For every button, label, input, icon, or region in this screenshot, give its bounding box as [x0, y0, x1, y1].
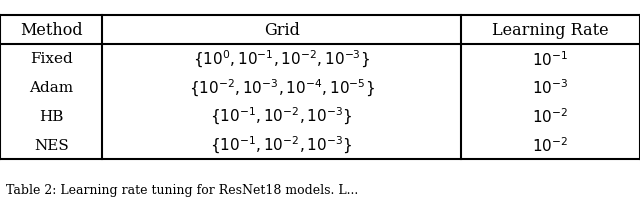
- Text: $\{10^{-1}, 10^{-2}, 10^{-3}\}$: $\{10^{-1}, 10^{-2}, 10^{-3}\}$: [211, 106, 353, 127]
- Text: Adam: Adam: [29, 81, 73, 95]
- Text: $\{10^{0}, 10^{-1}, 10^{-2}, 10^{-3}\}$: $\{10^{0}, 10^{-1}, 10^{-2}, 10^{-3}\}$: [193, 49, 370, 70]
- Text: $\{10^{-1}, 10^{-2}, 10^{-3}\}$: $\{10^{-1}, 10^{-2}, 10^{-3}\}$: [211, 134, 353, 155]
- Text: $10^{-3}$: $10^{-3}$: [532, 78, 568, 97]
- Text: Learning Rate: Learning Rate: [492, 22, 609, 39]
- Text: Grid: Grid: [264, 22, 300, 39]
- Text: NES: NES: [34, 138, 68, 152]
- Text: Fixed: Fixed: [30, 52, 72, 66]
- Text: $10^{-1}$: $10^{-1}$: [532, 50, 568, 69]
- Text: $\{10^{-2}, 10^{-3}, 10^{-4}, 10^{-5}\}$: $\{10^{-2}, 10^{-3}, 10^{-4}, 10^{-5}\}$: [189, 77, 374, 98]
- Text: Method: Method: [20, 22, 83, 39]
- Text: $10^{-2}$: $10^{-2}$: [532, 135, 568, 154]
- Text: Table 2: Learning rate tuning for ResNet18 models. L...: Table 2: Learning rate tuning for ResNet…: [6, 183, 358, 196]
- Text: $10^{-2}$: $10^{-2}$: [532, 107, 568, 126]
- Text: HB: HB: [39, 109, 63, 123]
